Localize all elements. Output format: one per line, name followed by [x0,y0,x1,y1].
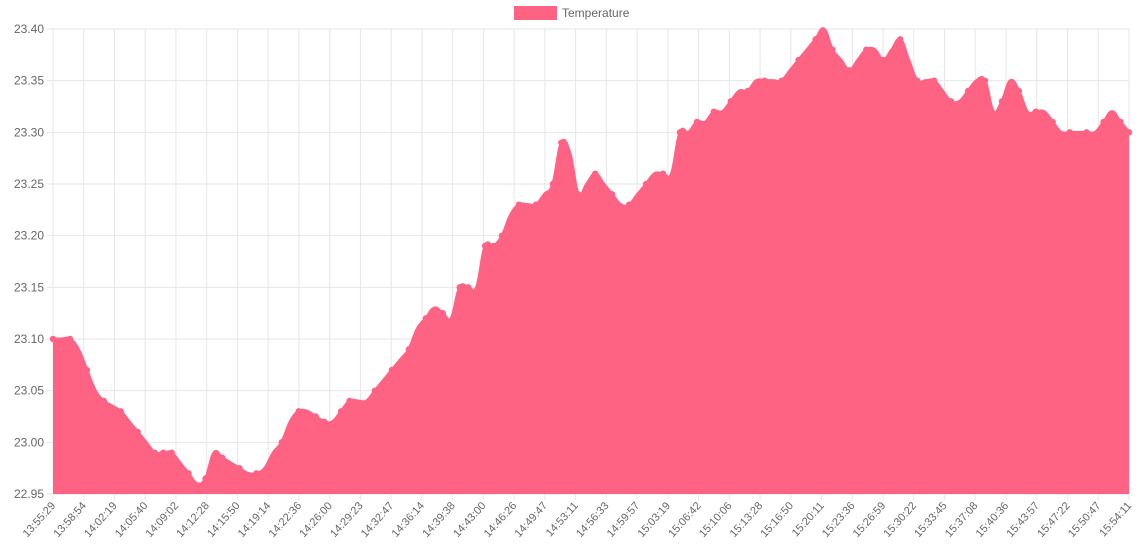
data-point[interactable] [829,46,836,53]
plot-area [53,27,1131,494]
x-axis: 13:55:2913:58:5414:02:1914:05:4014:09:02… [21,500,1135,540]
y-tick-label: 23.15 [14,280,44,294]
data-point[interactable] [913,77,921,84]
y-tick-label: 22.95 [14,487,44,501]
data-point[interactable] [117,408,124,415]
y-tick-label: 23.40 [14,22,44,36]
y-tick-label: 23.20 [14,229,44,243]
data-point[interactable] [592,170,599,177]
data-point[interactable] [575,191,582,198]
data-point[interactable] [1100,118,1107,126]
data-point[interactable] [1032,108,1040,115]
data-point[interactable] [1066,129,1073,136]
data-point[interactable] [947,98,955,105]
data-point[interactable] [464,284,472,291]
legend[interactable]: Temperature [514,6,630,20]
data-point[interactable] [481,242,489,250]
data-point[interactable] [185,470,192,477]
y-tick-label: 23.30 [14,125,44,139]
data-point[interactable] [49,335,57,343]
data-point[interactable] [1125,129,1133,136]
data-point[interactable] [727,98,734,105]
data-point[interactable] [66,335,74,343]
data-point[interactable] [134,428,141,436]
data-point[interactable] [100,397,108,405]
data-point[interactable] [498,232,506,239]
data-point[interactable] [1117,118,1124,126]
data-point[interactable] [642,180,650,188]
data-point[interactable] [168,449,175,456]
data-point[interactable] [515,201,523,208]
y-tick-label: 23.00 [14,435,44,449]
legend-swatch-temperature [514,6,557,20]
data-point[interactable] [1049,118,1056,126]
data-point[interactable] [795,56,802,64]
data-point[interactable] [659,170,667,177]
data-point[interactable] [236,464,243,472]
data-point[interactable] [964,87,972,95]
data-point[interactable] [151,449,158,456]
data-point[interactable] [998,98,1006,105]
data-points [49,36,1133,482]
data-point[interactable] [1083,129,1090,136]
data-point[interactable] [880,56,887,64]
data-point[interactable] [693,118,701,126]
x-tick-label: 15:16:50 [758,500,796,540]
data-point[interactable] [676,129,684,136]
data-point[interactable] [532,201,540,208]
data-point[interactable] [863,46,870,53]
legend-label-temperature: Temperature [562,6,630,20]
data-point[interactable] [456,284,463,291]
data-point[interactable] [83,366,91,374]
x-tick-label: 15:54:11 [1097,500,1134,539]
data-point[interactable] [371,387,379,394]
x-tick-label: 14:49:47 [513,500,551,540]
y-axis: 23.40 23.35 23.30 23.25 23.20 23.15 23.10 23.05… [14,22,44,501]
x-tick-label: 15:50:47 [1066,500,1104,540]
data-point[interactable] [778,77,785,84]
data-point[interactable] [405,346,413,353]
data-point[interactable] [337,408,345,415]
data-point[interactable] [490,242,497,250]
data-point[interactable] [295,408,302,415]
data-point[interactable] [278,439,285,446]
data-point[interactable] [761,77,768,84]
data-point[interactable] [608,191,616,198]
data-point[interactable] [930,77,938,84]
data-point[interactable] [202,475,209,482]
data-point[interactable] [346,397,353,405]
data-point[interactable] [710,108,718,115]
data-point[interactable] [625,201,633,208]
data-point[interactable] [219,454,226,462]
data-point[interactable] [744,87,751,95]
y-tick-label: 23.10 [14,332,44,346]
y-tick-label: 23.05 [14,384,44,398]
data-point[interactable] [439,309,446,317]
data-point[interactable] [253,470,260,477]
y-tick-label: 23.35 [14,74,44,88]
data-point[interactable] [159,449,167,456]
temperature-area [53,28,1129,494]
data-point[interactable] [846,67,853,74]
data-point[interactable] [549,180,557,188]
y-tick-label: 23.25 [14,177,44,191]
data-point[interactable] [312,413,319,420]
data-point[interactable] [981,77,989,84]
data-point[interactable] [388,366,396,374]
data-point[interactable] [812,36,819,43]
data-point[interactable] [897,36,904,43]
data-point[interactable] [558,139,565,146]
data-point[interactable] [422,315,429,322]
data-point[interactable] [320,418,328,425]
data-point[interactable] [1015,87,1023,95]
